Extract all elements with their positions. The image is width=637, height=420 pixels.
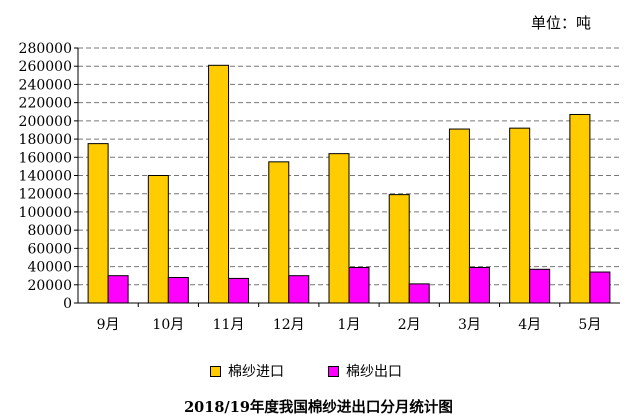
y-tick-label: 160000 [19,150,72,166]
x-tick-label: 10月 [152,317,184,333]
bar-import [569,113,591,304]
bar-export [107,275,129,304]
chart-plot: 0 20000 40000 60000 80000 100000 120000 140000 1… [19,41,620,333]
bar-export [228,277,250,304]
y-tick-label: 180000 [19,132,72,148]
legend-item-export: 棉纱出口 [328,361,402,381]
y-tick-label: 100000 [19,205,72,221]
y-tick-label: 240000 [19,77,72,93]
unit-label: 单位：吨 [531,14,592,32]
legend-swatch-import [210,365,221,377]
bar-export [589,271,611,304]
legend-label-import: 棉纱进口 [228,364,284,380]
y-tick-label: 20000 [27,278,72,294]
x-tick-label: 5月 [578,317,601,333]
y-tick-label: 120000 [19,187,72,203]
x-tick-label: 9月 [97,317,120,333]
y-tick-label: 40000 [27,260,72,276]
bar-import [328,153,350,304]
legend-swatch-export [328,365,339,377]
x-tick-label: 12月 [273,317,305,333]
y-tick-label: 80000 [27,223,72,239]
chart-title: 2018/19年度我国棉纱进出口分月统计图 [184,399,453,416]
bar-export [468,266,490,304]
bar-export [167,277,189,304]
y-tick-label: 220000 [19,96,72,112]
x-tick-label: 1月 [338,317,361,333]
legend-item-import: 棉纱进口 [210,361,284,381]
bar-import [87,143,109,304]
bar-export [529,268,551,304]
x-tick-label: 3月 [458,317,481,333]
y-tick-label: 60000 [27,241,72,257]
bar-import [388,194,410,304]
x-tick-label: 11月 [213,317,245,333]
y-tick-label: 200000 [19,114,72,130]
bar-import [268,161,290,304]
y-tick-label: 280000 [19,41,72,57]
x-tick-label: 2月 [398,317,421,333]
y-tick-label: 0 [63,296,72,312]
x-tick-label: 4月 [518,317,541,333]
y-tick-label: 140000 [19,169,72,185]
bar-import [147,175,169,304]
bar-export [348,266,370,304]
chart-legend: 棉纱进口 棉纱出口 [210,361,402,381]
bar-import [208,64,230,304]
bar-import [448,128,470,304]
bar-export [408,283,430,304]
legend-label-export: 棉纱出口 [346,364,402,380]
bar-export [288,275,310,304]
y-tick-label: 260000 [19,59,72,75]
bar-import [509,127,531,304]
